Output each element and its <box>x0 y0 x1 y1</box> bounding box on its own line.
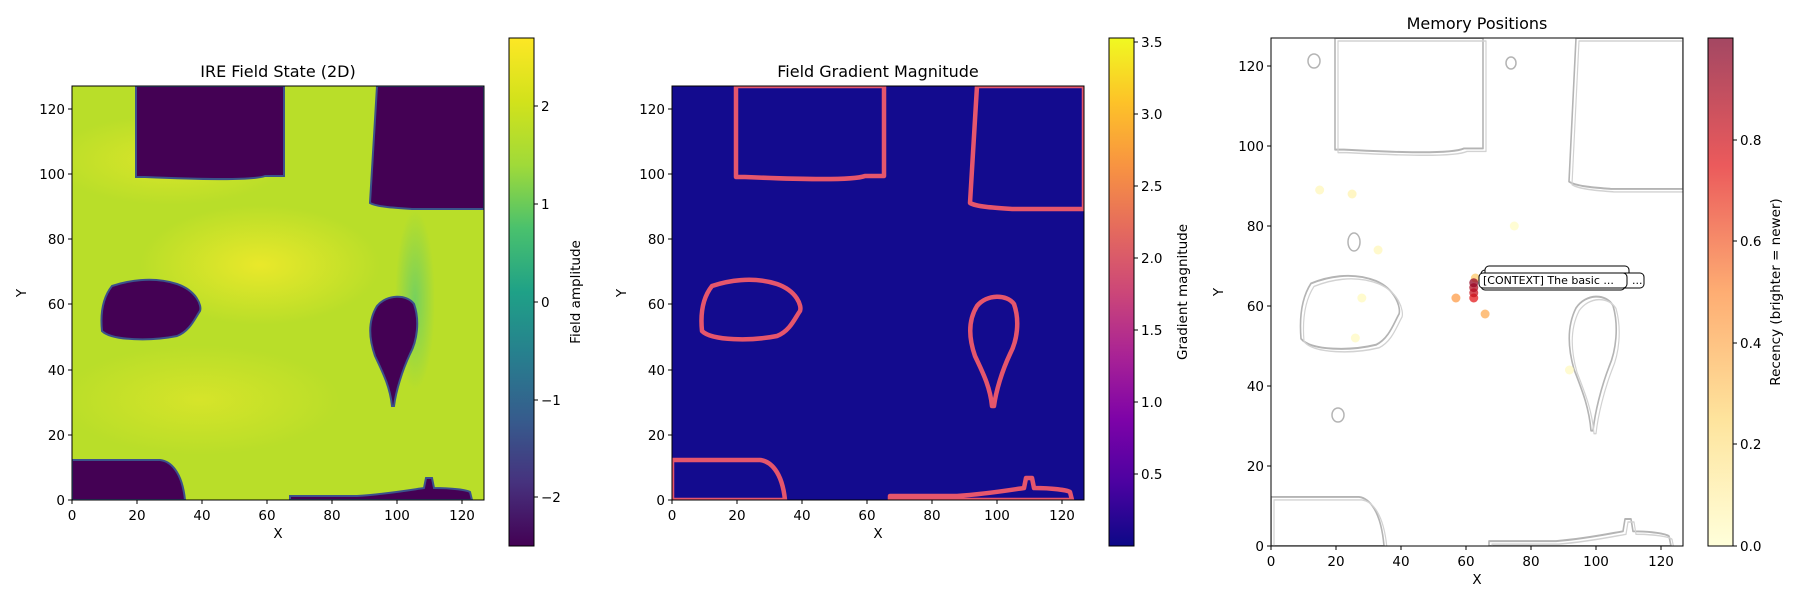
x-tick-label: 120 <box>449 508 475 524</box>
colorbar: 0.8 0.6 0.4 0.2 0.0 Recency (brighter = … <box>1707 37 1784 555</box>
x-axis-label: X <box>1472 572 1481 588</box>
x-tick-label: 40 <box>793 508 810 524</box>
contour-lines <box>1271 38 1683 546</box>
y-tick-label: 0 <box>1255 539 1264 555</box>
x-tick-label: 0 <box>1267 554 1276 570</box>
field-heatmap <box>72 86 484 500</box>
y-ticks <box>68 108 72 501</box>
colorbar-label: Recency (brighter = newer) <box>1768 198 1784 385</box>
x-tick-label: 80 <box>1522 554 1539 570</box>
colorbar-tick-label: 2.5 <box>1141 179 1162 195</box>
x-tick-label: 100 <box>1583 554 1609 570</box>
colorbar-tick-label: 1.0 <box>1141 395 1162 411</box>
colorbar: 2 1 0 −1 −2 Field amplitude <box>508 37 584 547</box>
colorbar-tick-label: 0 <box>541 295 550 311</box>
gradient-heatmap <box>672 86 1084 500</box>
x-tick-label: 100 <box>384 508 410 524</box>
colorbar-tick-label: 0.5 <box>1141 467 1162 483</box>
y-tick-label: 120 <box>639 102 665 118</box>
colorbar-tick-label: 0.2 <box>1740 437 1761 453</box>
colorbar-tick-label: 3.5 <box>1141 35 1162 51</box>
x-tick-label: 80 <box>323 508 340 524</box>
y-tick-label: 80 <box>648 232 665 248</box>
y-tick-label: 120 <box>39 102 65 118</box>
x-tick-label: 100 <box>984 508 1010 524</box>
memory-points <box>1315 185 1574 375</box>
y-tick-label: 100 <box>639 167 665 183</box>
x-axis-label: X <box>273 526 282 542</box>
colorbar-tick-label: 0.0 <box>1740 539 1761 555</box>
chart-title: Memory Positions <box>1407 14 1548 33</box>
memory-point <box>1451 293 1461 303</box>
x-tick-label: 120 <box>1648 554 1674 570</box>
y-tick-label: 20 <box>48 428 65 444</box>
colorbar-tick-label: 1.5 <box>1141 323 1162 339</box>
colorbar: 3.5 3.0 2.5 2.0 1.5 1.0 0.5 Gradient mag… <box>1108 35 1191 547</box>
memory-point <box>1315 185 1325 195</box>
colorbar-tick-label: −1 <box>541 393 561 409</box>
memory-point <box>1350 333 1360 343</box>
panel-field-state: 0 20 40 60 80 100 120 0 20 40 60 80 100 … <box>14 37 584 547</box>
memory-point <box>1469 278 1479 288</box>
y-tick-label: 0 <box>656 493 665 509</box>
y-tick-label: 60 <box>1247 299 1264 315</box>
colorbar-tick-label: −2 <box>541 490 561 506</box>
y-tick-label: 60 <box>648 297 665 313</box>
x-tick-label: 20 <box>728 508 745 524</box>
y-tick-label: 20 <box>1247 459 1264 475</box>
colorbar-label: Gradient magnitude <box>1175 224 1191 360</box>
memory-annotations: [CONTEXT] The basic ... ... <box>1478 265 1645 291</box>
memory-point <box>1357 293 1367 303</box>
colorbar-label: Field amplitude <box>568 240 584 344</box>
x-tick-label: 0 <box>68 508 77 524</box>
x-axis-label: X <box>873 526 882 542</box>
y-tick-label: 120 <box>1238 59 1264 75</box>
memory-annotation-label: [CONTEXT] The basic ... <box>1483 274 1614 287</box>
memory-annotation-ellipsis: ... <box>1632 274 1643 287</box>
x-tick-label: 40 <box>1392 554 1409 570</box>
chart-title: IRE Field State (2D) <box>200 62 355 81</box>
x-ticks <box>71 500 463 504</box>
y-axis-label: Y <box>14 288 30 298</box>
x-tick-label: 60 <box>1457 554 1474 570</box>
colorbar-tick-label: 2.0 <box>1141 251 1162 267</box>
x-tick-label: 20 <box>1327 554 1344 570</box>
colorbar-tick-label: 0.6 <box>1740 234 1761 250</box>
colorbar-tick-label: 0.4 <box>1740 336 1761 352</box>
memory-point <box>1480 309 1490 319</box>
panel-memory-positions: [CONTEXT] The basic ... ... 0 20 40 60 8… <box>1211 14 1784 588</box>
y-tick-label: 40 <box>648 363 665 379</box>
x-tick-label: 60 <box>858 508 875 524</box>
y-tick-label: 80 <box>48 232 65 248</box>
colorbar-tick-label: 1 <box>541 197 550 213</box>
y-tick-label: 20 <box>648 428 665 444</box>
y-tick-label: 60 <box>48 297 65 313</box>
memory-point <box>1509 221 1519 231</box>
y-tick-label: 100 <box>1238 139 1264 155</box>
panel-gradient-magnitude: 0 20 40 60 80 100 120 0 20 40 60 80 100 … <box>614 35 1191 547</box>
chart-title: Field Gradient Magnitude <box>777 62 979 81</box>
y-tick-label: 100 <box>39 167 65 183</box>
y-tick-label: 40 <box>48 363 65 379</box>
y-axis-label: Y <box>614 288 630 298</box>
colorbar-tick-label: 0.8 <box>1740 133 1761 149</box>
x-tick-label: 80 <box>923 508 940 524</box>
y-tick-label: 80 <box>1247 219 1264 235</box>
memory-point <box>1347 189 1357 199</box>
colorbar-tick-label: 2 <box>541 99 550 115</box>
x-tick-label: 40 <box>193 508 210 524</box>
y-tick-label: 40 <box>1247 379 1264 395</box>
memory-point <box>1564 365 1574 375</box>
x-tick-label: 60 <box>258 508 275 524</box>
memory-point <box>1373 245 1383 255</box>
y-tick-label: 0 <box>56 493 65 509</box>
x-tick-label: 0 <box>668 508 677 524</box>
x-tick-label: 20 <box>128 508 145 524</box>
x-tick-label: 120 <box>1049 508 1075 524</box>
y-axis-label: Y <box>1211 287 1227 297</box>
colorbar-tick-label: 3.0 <box>1141 107 1162 123</box>
